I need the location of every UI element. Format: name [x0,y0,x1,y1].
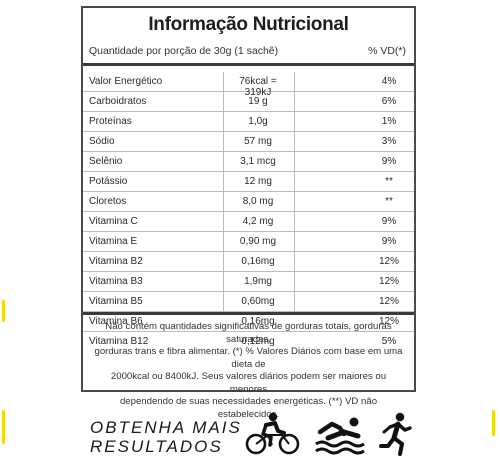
portion-text: Quantidade por porção de 30g (1 sachê) [89,45,279,57]
nutrient-name: Potássio [89,176,128,187]
nutrient-quantity: 0,60mg [241,296,275,307]
accent-line [492,410,495,436]
nutrition-label: Informação Nutricional Quantidade por po… [81,6,416,420]
nutrient-vd: 5% [381,336,397,347]
nutrient-name: Valor Energético [89,76,163,87]
table-row: Cloretos 8,0 mg ** [83,192,414,212]
footnote-line: gorduras trans e fibra alimentar. (*) % … [94,346,403,370]
divider [83,63,414,66]
table-row: Vitamina B2 0,16mg 12% [83,252,414,272]
nutrient-name: Vitamina B5 [89,296,143,307]
table-row: Vitamina B5 0,60mg 12% [83,292,414,312]
nutrient-name: Vitamina B3 [89,276,143,287]
table-row: Vitamina C 4,2 mg 9% [83,212,414,232]
table-row: Potássio 12 mg ** [83,172,414,192]
cta-line-2: RESULTADOS [90,437,223,456]
cta-line-1: OBTENHA MAIS [90,418,242,437]
table-row: Vitamina B6 0,16mg 12% [83,312,414,332]
nutrient-quantity: 12 mg [244,176,272,187]
nutrient-vd: 12% [378,256,399,267]
nutrient-vd: 9% [381,156,397,167]
nutrient-name: Vitamina C [89,216,138,227]
nutrient-vd: 12% [378,316,399,327]
nutrient-vd: 1% [381,116,397,127]
nutrient-name: Cloretos [89,196,127,207]
table-row: Proteínas 1,0g 1% [83,112,414,132]
nutrient-vd: 6% [381,96,397,107]
swimmer-icon [315,417,365,455]
nutrient-quantity: 4,2 mg [242,216,274,227]
table-row: Carboidratos 19 g 6% [83,92,414,112]
nutrient-vd: 12% [378,276,399,287]
nutrient-name: Vitamina B2 [89,256,143,267]
nutrient-name: Sódio [89,136,115,147]
nutrient-quantity: 57 mg [244,136,272,147]
cyclist-icon [245,412,300,455]
nutrient-quantity: 1,0g [248,116,268,127]
accent-line [2,300,5,322]
label-title: Informação Nutricional [148,14,349,35]
nutrient-name: Vitamina E [89,236,138,247]
table-row: Vitamina B12 0,12mg 5% [83,332,414,351]
nutrient-name: Vitamina B12 [89,336,149,347]
nutrient-name: Vitamina B6 [89,316,143,327]
nutrient-quantity: 0,16mg [241,316,275,327]
divider [83,312,414,315]
nutrient-name: Proteínas [89,116,132,127]
accent-line [2,410,5,444]
nutrient-vd: ** [385,176,393,187]
footnote-line: Não contém quantidades significativas de… [105,321,392,345]
nutrient-vd: 4% [381,76,397,87]
vd-header: % VD(*) [368,45,406,57]
table-row: Selênio 3,1 mcg 9% [83,152,414,172]
nutrient-vd: 3% [381,136,397,147]
nutrient-quantity: 0,16mg [241,256,275,267]
nutrient-vd: 9% [381,236,397,247]
nutrient-vd: ** [385,196,393,207]
nutrient-quantity: 0,12mg [241,336,275,347]
table-row: Vitamina B3 1,9mg 12% [83,272,414,292]
nutrient-quantity: 1,9mg [244,276,272,287]
nutrient-quantity: 0,90 mg [239,236,277,247]
footnote-line: 2000kcal ou 8400kJ. Seus valores diários… [110,371,387,395]
table-row: Sódio 57 mg 3% [83,132,414,152]
nutrient-name: Carboidratos [89,96,147,107]
nutrient-table: Valor Energético 76kcal = 319kJ 4% Carbo… [83,72,414,351]
table-row: Valor Energético 76kcal = 319kJ 4% [83,72,414,98]
nutrient-quantity: 76kcal = 319kJ [239,76,277,98]
nutrient-name: Selênio [89,156,123,167]
nutrient-vd: 9% [381,216,397,227]
nutrient-quantity: 3,1 mcg [240,156,276,167]
column-divider [294,72,295,312]
nutrient-vd: 12% [378,296,399,307]
footnote: Não contém quantidades significativas de… [93,321,404,421]
nutrient-quantity: 19 g [248,96,268,107]
table-row: Vitamina E 0,90 mg 9% [83,232,414,252]
runner-icon [379,412,412,456]
footnote-line: dependendo de suas necessidades energéti… [119,396,378,420]
column-divider [223,72,224,312]
nutrient-quantity: 8,0 mg [242,196,274,207]
cta-text: OBTENHA MAIS RESULTADOS [90,418,242,456]
